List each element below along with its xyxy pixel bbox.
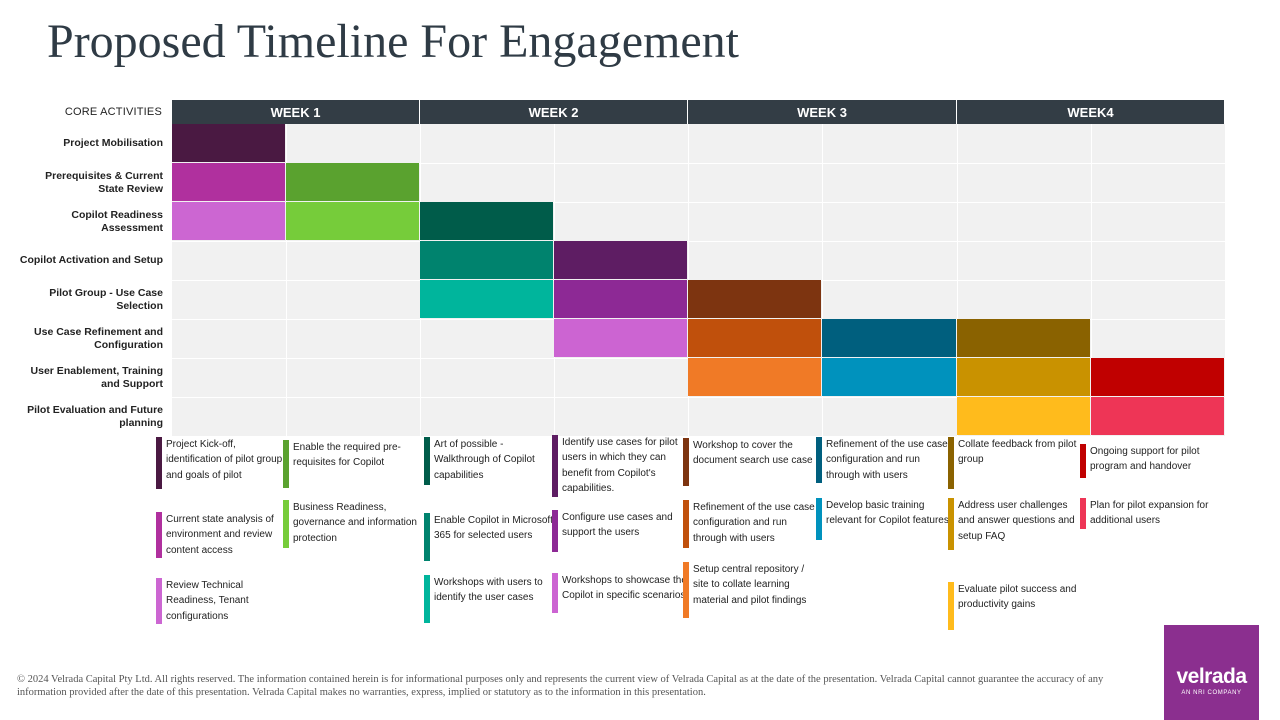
gantt-bar xyxy=(172,202,285,240)
task-note: Collate feedback from pilot group xyxy=(948,437,1086,489)
task-note: Identify use cases for pilot users in wh… xyxy=(552,435,689,497)
task-note: Workshops with users to identify the use… xyxy=(424,575,559,623)
gantt-bar xyxy=(957,319,1090,357)
gantt-bar xyxy=(172,163,285,201)
grid-line xyxy=(822,124,823,436)
activity-label: Pilot Group - Use Case Selection xyxy=(49,286,163,312)
gantt-bar xyxy=(688,319,821,357)
core-activities-header: CORE ACTIVITIES xyxy=(64,106,162,118)
grid-line xyxy=(172,202,1225,203)
task-note: Address user challenges and answer quest… xyxy=(948,498,1086,550)
task-note: Refinement of the use case configuration… xyxy=(683,500,818,548)
activity-label: User Enablement, Training and Support xyxy=(30,364,163,390)
task-note: Enable the required pre-requisites for C… xyxy=(283,440,425,488)
activity-label: Project Mobilisation xyxy=(63,137,163,149)
week-header: WEEK4 xyxy=(957,100,1225,124)
grid-line xyxy=(1091,124,1092,436)
activity-label: Copilot Readiness Assessment xyxy=(71,208,163,234)
task-note: Current state analysis of environment an… xyxy=(156,512,291,559)
task-note: Ongoing support for pilot program and ha… xyxy=(1080,444,1220,478)
gantt-bar xyxy=(957,397,1090,435)
velrada-logo: velrada AN NRI COMPANY xyxy=(1164,625,1259,720)
grid-line xyxy=(172,241,1225,242)
grid-line xyxy=(286,124,287,436)
gantt-bar xyxy=(554,241,687,279)
task-note: Setup central repository / site to colla… xyxy=(683,562,818,618)
task-note: Business Readiness, governance and infor… xyxy=(283,500,425,548)
week-header: WEEK 1 xyxy=(172,100,420,124)
task-note: Workshop to cover the document search us… xyxy=(683,438,818,486)
task-note: Plan for pilot expansion for additional … xyxy=(1080,498,1220,529)
task-note: Refinement of the use case configuration… xyxy=(816,437,953,484)
gantt-bar xyxy=(420,280,553,318)
gantt-bar xyxy=(1091,397,1224,435)
gantt-bar xyxy=(822,358,956,396)
logo-wordmark: velrada xyxy=(1176,665,1247,688)
gantt-bar xyxy=(172,124,285,162)
activity-label: Prerequisites & Current State Review xyxy=(45,169,163,195)
grid-line xyxy=(172,163,1225,164)
activity-label: Pilot Evaluation and Future planning xyxy=(27,403,163,429)
week-header: WEEK 2 xyxy=(420,100,688,124)
gantt-bar xyxy=(286,163,419,201)
task-note: Configure use cases and support the user… xyxy=(552,510,689,552)
gantt-bar xyxy=(688,358,821,396)
gantt-bar xyxy=(1091,358,1224,396)
task-note: Evaluate pilot success and productivity … xyxy=(948,582,1086,630)
task-note: Workshops to showcase the Copilot in spe… xyxy=(552,573,689,613)
page-title: Proposed Timeline For Engagement xyxy=(47,15,739,68)
task-note: Project Kick-off, identification of pilo… xyxy=(156,437,291,489)
task-note: Enable Copilot in Microsoft 365 for sele… xyxy=(424,513,559,561)
copyright-footer: © 2024 Velrada Capital Pty Ltd. All righ… xyxy=(17,674,1104,698)
gantt-bar xyxy=(554,280,687,318)
gantt-bar xyxy=(420,202,553,240)
task-note: Review Technical Readiness, Tenant confi… xyxy=(156,578,291,625)
logo-tagline: AN NRI COMPANY xyxy=(1181,690,1242,696)
task-note: Art of possible - Walkthrough of Copilot… xyxy=(424,437,559,485)
grid-line xyxy=(172,397,1225,398)
gantt-bar xyxy=(286,202,419,240)
activity-label: Use Case Refinement and Configuration xyxy=(34,325,163,351)
grid-line xyxy=(957,124,958,436)
task-note: Develop basic training relevant for Copi… xyxy=(816,498,953,540)
week-header: WEEK 3 xyxy=(688,100,957,124)
gantt-bar xyxy=(420,241,553,279)
gantt-bar xyxy=(688,280,821,318)
gantt-bar xyxy=(554,319,687,357)
gantt-bar xyxy=(822,319,956,357)
gantt-bar xyxy=(957,358,1090,396)
activity-label: Copilot Activation and Setup xyxy=(19,254,163,266)
